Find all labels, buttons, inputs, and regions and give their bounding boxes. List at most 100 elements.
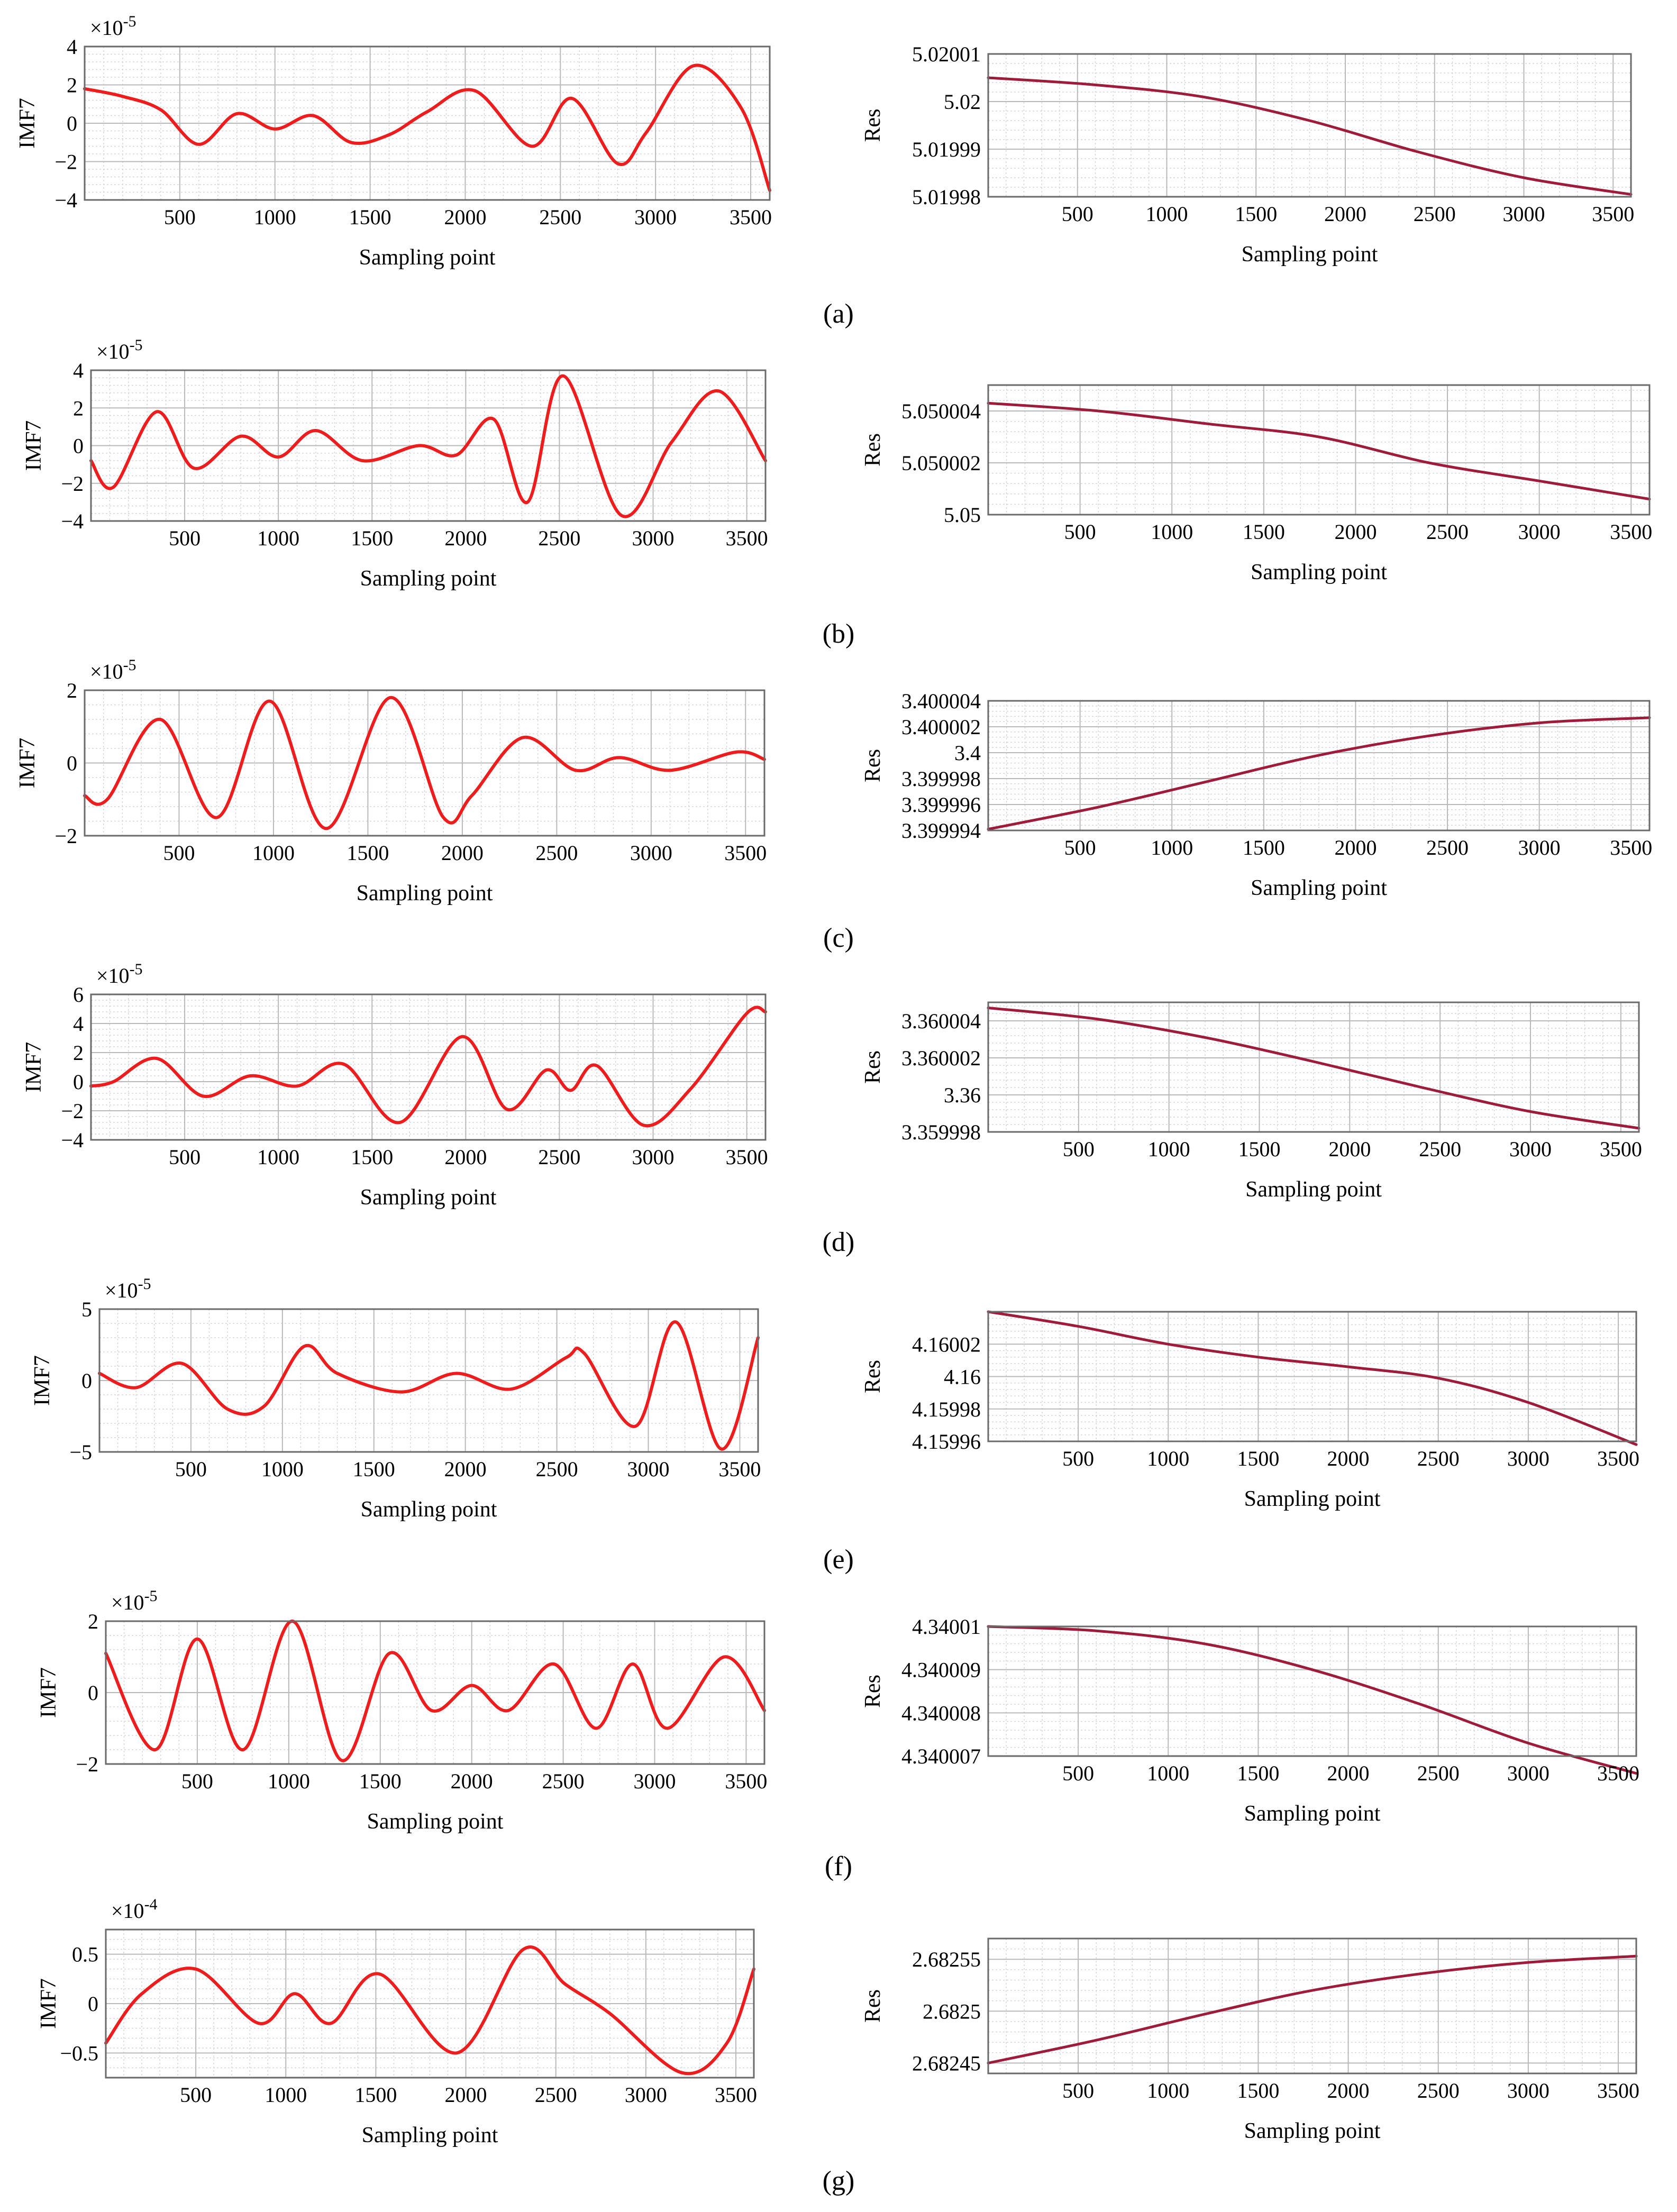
plot-frame: [987, 700, 1651, 831]
y-tick-label: 2: [73, 396, 84, 420]
x-axis-label: Sampling point: [1244, 2119, 1381, 2143]
x-tick-label: 2500: [535, 2083, 577, 2107]
x-tick-label: 3500: [726, 526, 768, 550]
y-tick-label: −2: [76, 1752, 98, 1776]
y-tick-label: 2: [88, 1610, 98, 1633]
x-axis-label: Sampling point: [360, 1185, 497, 1210]
res-series-line: [987, 401, 1651, 501]
chart-f-imf: 500 1000 1500 2000 2500 3000 3500 −2 0 2 Sampling …: [37, 1587, 767, 1834]
chart-d-imf: 500 1000 1500 2000 2500 3000 3500 −4 −2 0 2 4 6 Sampl…: [22, 961, 768, 1210]
exponent-label: ×10-5: [90, 656, 136, 683]
x-axis-label: Sampling point: [361, 1497, 497, 1522]
x-tick-label: 500: [1062, 2079, 1094, 2103]
x-tick-label: 1000: [1151, 836, 1193, 860]
exponent-label: ×10-5: [96, 961, 143, 988]
imf7-series-line: [83, 696, 766, 830]
y-tick-label: 2.6825: [923, 1999, 981, 2023]
plot-frame: [987, 1311, 1637, 1442]
y-tick-label: 5.01998: [912, 185, 981, 209]
y-tick-label: 4.15998: [912, 1397, 981, 1421]
x-tick-label: 1500: [351, 1145, 393, 1169]
x-tick-label: 2500: [1419, 1137, 1461, 1161]
y-tick-label: 4.340009: [901, 1658, 981, 1682]
x-tick-label: 3000: [1503, 202, 1545, 226]
y-tick-label: 0: [67, 752, 77, 775]
x-tick-label: 2000: [444, 1457, 487, 1481]
x-tick-label: 2000: [1328, 1137, 1371, 1161]
chart-b-imf: 500 1000 1500 2000 2500 3000 3500 −4 −2 0 2 4 Sampli…: [22, 336, 768, 591]
x-tick-label: 1000: [252, 841, 295, 865]
plot-frame: [105, 1928, 755, 2079]
exponent-label: ×10-4: [111, 1896, 158, 1923]
x-tick-label: 1000: [1148, 1137, 1190, 1161]
x-tick-label: 3000: [1507, 1447, 1550, 1470]
x-axis-label: Sampling point: [357, 881, 493, 906]
chart-e-res: 500 1000 1500 2000 2500 3000 3500 4.15996 4.1599…: [861, 1310, 1639, 1511]
x-tick-label: 3500: [1597, 2079, 1639, 2103]
plot-frame: [84, 45, 771, 201]
x-tick-label: 2000: [441, 841, 484, 865]
x-tick-label: 2500: [1414, 202, 1456, 226]
x-tick-label: 1500: [1237, 1761, 1279, 1785]
x-tick-label: 3000: [632, 526, 675, 550]
y-tick-label: 4.340008: [901, 1701, 981, 1725]
x-tick-label: 3000: [1518, 836, 1561, 860]
y-tick-label: 3.36: [944, 1083, 981, 1107]
x-tick-label: 500: [1062, 1447, 1094, 1470]
x-tick-label: 1500: [1237, 2079, 1279, 2103]
y-tick-label: 5.050002: [901, 451, 981, 475]
y-tick-label: 0: [88, 1681, 98, 1705]
x-tick-label: 3500: [1600, 1137, 1642, 1161]
x-tick-label: 3500: [715, 2083, 757, 2107]
x-tick-label: 3000: [1509, 1137, 1552, 1161]
y-tick-label: 3.4: [954, 741, 981, 765]
x-tick-label: 500: [164, 205, 196, 229]
y-axis-label: IMF7: [15, 738, 40, 789]
x-tick-label: 3500: [725, 1769, 767, 1793]
y-tick-label: 2.68245: [912, 2051, 981, 2075]
minor-grid: [988, 53, 1631, 197]
x-tick-label: 500: [1064, 520, 1096, 544]
x-tick-label: 2000: [451, 1769, 493, 1793]
panel-labels-layer: (a) (b) (c) (d) (e) (f) (g): [823, 299, 855, 2196]
x-tick-label: 2000: [1324, 202, 1366, 226]
x-tick-label: 3000: [1518, 520, 1561, 544]
x-tick-label: 1000: [261, 1457, 304, 1481]
y-tick-label: 2: [67, 74, 77, 97]
y-tick-label: 3.400004: [901, 689, 981, 713]
chart-a-res: 500 1000 1500 2000 2500 3000 3500 5.01998 5.0199…: [861, 42, 1634, 267]
y-tick-label: 4: [73, 1012, 84, 1036]
major-grid: [988, 1939, 1636, 2073]
y-tick-label: 0: [67, 112, 77, 135]
x-tick-label: 2500: [535, 841, 578, 865]
minor-grid: [988, 700, 1649, 831]
x-tick-label: 3000: [634, 1769, 676, 1793]
y-axis-label: Res: [861, 749, 885, 782]
x-tick-label: 1500: [1235, 202, 1277, 226]
x-tick-label: 500: [1063, 1137, 1095, 1161]
res-series-line: [987, 1625, 1638, 1775]
x-tick-label: 3000: [1507, 2079, 1550, 2103]
x-tick-label: 1500: [1238, 1137, 1281, 1161]
x-tick-label: 2000: [1327, 2079, 1370, 2103]
y-tick-label: 5.050004: [901, 399, 981, 423]
x-tick-label: 2500: [1417, 2079, 1460, 2103]
y-tick-label: 3.360002: [901, 1046, 981, 1070]
x-tick-label: 500: [1064, 836, 1096, 860]
x-axis-label: Sampling point: [367, 1809, 504, 1834]
panel-label-c: (c): [823, 923, 854, 953]
exponent-label: ×10-5: [96, 336, 143, 363]
plot-frame: [105, 1620, 765, 1765]
minor-grid: [988, 385, 1649, 515]
x-tick-label: 3500: [1597, 1761, 1639, 1785]
res-series-line: [987, 1310, 1638, 1446]
y-axis-label: Res: [861, 1360, 885, 1393]
res-series-line: [987, 716, 1651, 831]
chart-c-imf: 500 1000 1500 2000 2500 3000 3500 −2 0 2 Sampling …: [15, 656, 767, 906]
x-tick-label: 1500: [1243, 836, 1285, 860]
plot-frame: [987, 384, 1651, 516]
x-tick-label: 3500: [1592, 202, 1634, 226]
x-tick-label: 1000: [1147, 1761, 1189, 1785]
x-tick-label: 1500: [349, 205, 391, 229]
